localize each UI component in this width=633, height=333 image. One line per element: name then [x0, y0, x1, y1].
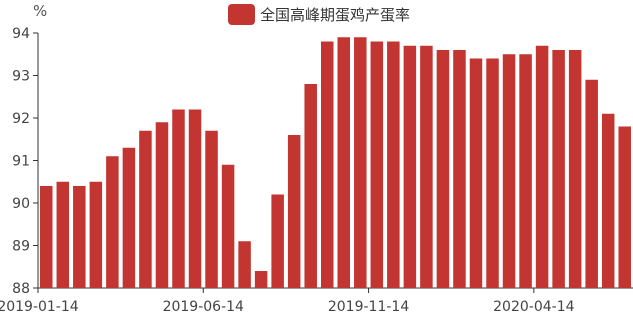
y-tick-label: 93	[12, 69, 30, 85]
bar	[155, 122, 169, 288]
y-tick-label: 88	[12, 281, 30, 297]
bar	[337, 37, 351, 288]
bar	[73, 186, 86, 288]
bar	[106, 156, 119, 288]
legend-label: 全国高峰期蛋鸡产蛋率	[260, 6, 411, 24]
bar	[89, 181, 103, 288]
bar	[585, 79, 598, 288]
bar	[304, 84, 317, 288]
bar	[535, 45, 549, 288]
bar	[271, 194, 284, 288]
bar	[403, 45, 417, 288]
bar	[188, 109, 202, 288]
bar	[502, 54, 516, 288]
y-tick-label: 91	[12, 154, 30, 170]
bar	[238, 241, 251, 288]
bar	[453, 50, 466, 288]
y-tick-label: 90	[12, 196, 30, 212]
x-tick-label: 2020-04-14	[493, 299, 574, 315]
bar	[618, 126, 631, 288]
bar	[568, 50, 582, 288]
bar	[370, 41, 384, 288]
bar	[601, 113, 615, 288]
bar	[486, 58, 499, 288]
bar	[205, 130, 218, 288]
legend-swatch	[228, 4, 255, 25]
bar	[387, 41, 400, 288]
bar	[552, 50, 565, 288]
bar	[254, 271, 268, 288]
bar	[354, 37, 367, 288]
y-axis-unit-label: %	[33, 2, 48, 20]
bar	[139, 130, 152, 288]
bar	[287, 135, 301, 288]
x-tick-label: 2019-11-14	[328, 299, 409, 315]
bar	[40, 186, 53, 288]
bar	[420, 45, 433, 288]
bar	[519, 54, 532, 288]
bar	[469, 58, 483, 288]
bar	[221, 164, 235, 288]
x-tick-label: 2019-06-14	[163, 299, 244, 315]
bar	[436, 50, 450, 288]
x-tick-label: 2019-01-14	[0, 299, 79, 315]
bar	[172, 109, 185, 288]
y-tick-label: 94	[12, 26, 30, 42]
legend[interactable]: 全国高峰期蛋鸡产蛋率	[228, 4, 410, 25]
y-tick-label: 92	[12, 111, 30, 127]
bar	[320, 41, 334, 288]
bar	[56, 181, 70, 288]
y-tick-label: 89	[12, 239, 30, 255]
bar	[122, 147, 136, 288]
